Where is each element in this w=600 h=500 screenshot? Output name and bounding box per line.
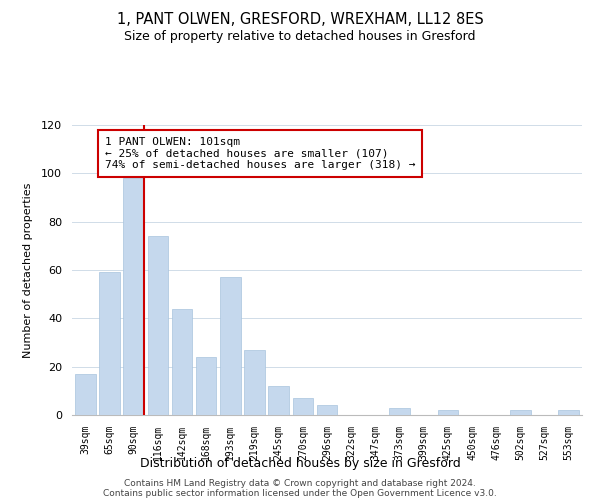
Text: 1, PANT OLWEN, GRESFORD, WREXHAM, LL12 8ES: 1, PANT OLWEN, GRESFORD, WREXHAM, LL12 8…: [116, 12, 484, 28]
Bar: [559, 410, 579, 415]
Bar: [244, 350, 265, 415]
Bar: [437, 410, 458, 415]
Bar: [220, 277, 241, 415]
Y-axis label: Number of detached properties: Number of detached properties: [23, 182, 33, 358]
Text: 1 PANT OLWEN: 101sqm
← 25% of detached houses are smaller (107)
74% of semi-deta: 1 PANT OLWEN: 101sqm ← 25% of detached h…: [104, 137, 415, 170]
Bar: [124, 178, 144, 415]
Text: Contains HM Land Registry data © Crown copyright and database right 2024.: Contains HM Land Registry data © Crown c…: [124, 478, 476, 488]
Text: Size of property relative to detached houses in Gresford: Size of property relative to detached ho…: [124, 30, 476, 43]
Bar: [510, 410, 530, 415]
Bar: [389, 408, 410, 415]
Text: Distribution of detached houses by size in Gresford: Distribution of detached houses by size …: [140, 458, 460, 470]
Bar: [172, 308, 192, 415]
Bar: [317, 406, 337, 415]
Bar: [75, 374, 95, 415]
Text: Contains public sector information licensed under the Open Government Licence v3: Contains public sector information licen…: [103, 488, 497, 498]
Bar: [148, 236, 168, 415]
Bar: [196, 357, 217, 415]
Bar: [99, 272, 120, 415]
Bar: [268, 386, 289, 415]
Bar: [293, 398, 313, 415]
